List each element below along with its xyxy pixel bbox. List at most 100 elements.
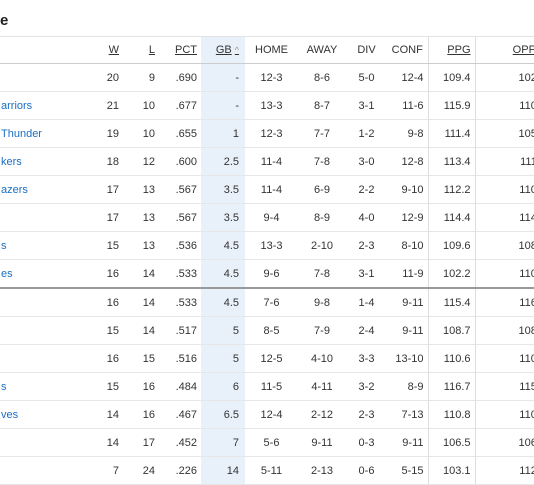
column-header[interactable]: HOME xyxy=(245,36,298,64)
stat-cell: 16 xyxy=(95,288,123,317)
team-name[interactable]: s xyxy=(0,231,95,260)
stat-cell: 11-4 xyxy=(245,175,298,204)
stat-cell: 5-6 xyxy=(245,428,298,457)
stat-cell: 15 xyxy=(95,231,123,260)
stat-cell: 7-8 xyxy=(298,259,346,289)
stat-cell: 12-5 xyxy=(245,344,298,373)
stat-cell: - xyxy=(201,63,245,92)
stat-cell: 2-12 xyxy=(298,400,346,429)
stat-cell: 14 xyxy=(123,259,159,289)
stat-cell: 1-4 xyxy=(346,288,387,317)
column-header[interactable]: CONF xyxy=(387,36,428,64)
stat-cell: .517 xyxy=(159,316,201,345)
team-name xyxy=(0,456,95,485)
stat-cell: 16 xyxy=(123,400,159,429)
stat-cell: 105.0 xyxy=(474,119,534,148)
stat-cell: 3-1 xyxy=(346,259,387,289)
stat-cell: 13-3 xyxy=(245,91,298,120)
stat-cell: 12-4 xyxy=(245,400,298,429)
column-header[interactable]: PPG xyxy=(427,36,475,64)
stat-cell: 7-6 xyxy=(245,288,298,317)
stat-cell: 3-3 xyxy=(346,344,387,373)
stat-cell: 21 xyxy=(95,91,123,120)
stat-cell: .533 xyxy=(159,259,201,289)
stat-cell: 8-5 xyxy=(245,316,298,345)
stat-cell: .226 xyxy=(159,456,201,485)
stat-cell: 5-0 xyxy=(346,63,387,92)
stat-cell: 115.4 xyxy=(427,288,475,317)
stat-cell: 16 xyxy=(95,344,123,373)
stat-cell: - xyxy=(201,91,245,120)
stat-cell: .452 xyxy=(159,428,201,457)
stat-cell: 110.6 xyxy=(427,344,475,373)
stat-cell: 7 xyxy=(201,428,245,457)
stat-cell: 9 xyxy=(123,63,159,92)
team-name xyxy=(0,316,95,345)
column-header[interactable]: OPP PPG xyxy=(474,36,534,64)
column-header[interactable]: GB ^ xyxy=(201,36,245,64)
stat-cell: 6.5 xyxy=(201,400,245,429)
team-name[interactable]: es xyxy=(0,259,95,289)
column-header[interactable]: AWAY xyxy=(298,36,346,64)
stat-cell: 110.8 xyxy=(427,400,475,429)
stat-cell: 108.1 xyxy=(474,231,534,260)
stat-cell: 109.4 xyxy=(427,63,475,92)
stat-cell: 0-6 xyxy=(346,456,387,485)
column-header-label: L xyxy=(148,44,155,56)
column-header[interactable]: PCT xyxy=(159,36,201,64)
team-name[interactable]: Thunder xyxy=(0,119,95,148)
stat-cell: 20 xyxy=(95,63,123,92)
stat-cell: 3-1 xyxy=(346,91,387,120)
stat-cell: 16 xyxy=(123,372,159,401)
team-name[interactable]: s xyxy=(0,372,95,401)
stat-cell: 7-13 xyxy=(387,400,428,429)
stat-cell: 4.5 xyxy=(201,288,245,317)
stat-cell: 13 xyxy=(123,203,159,232)
stat-cell: 2-10 xyxy=(298,231,346,260)
column-header[interactable]: W xyxy=(95,36,123,64)
stat-cell: .536 xyxy=(159,231,201,260)
team-name[interactable]: azers xyxy=(0,175,95,204)
stat-cell: .467 xyxy=(159,400,201,429)
stat-cell: 7 xyxy=(95,456,123,485)
stat-cell: 111.0 xyxy=(474,147,534,176)
team-name[interactable]: ves xyxy=(0,400,95,429)
column-header[interactable]: DIV xyxy=(346,36,387,64)
stat-cell: 111.4 xyxy=(427,119,475,148)
stat-cell: 110.5 xyxy=(474,259,534,289)
stat-cell: 9-6 xyxy=(245,259,298,289)
stat-cell: 116.7 xyxy=(427,372,475,401)
stat-cell: 10 xyxy=(123,91,159,120)
stat-cell: .567 xyxy=(159,175,201,204)
stat-cell: 1 xyxy=(201,119,245,148)
stat-cell: 6 xyxy=(201,372,245,401)
column-header-label: PPG xyxy=(447,44,471,56)
stat-cell: 2-13 xyxy=(298,456,346,485)
stat-cell: 8-9 xyxy=(298,203,346,232)
stat-cell: 14 xyxy=(95,428,123,457)
stat-cell: 110.5 xyxy=(474,344,534,373)
stat-cell: 115.9 xyxy=(427,91,475,120)
stat-cell: 19 xyxy=(95,119,123,148)
stat-cell: 0-3 xyxy=(346,428,387,457)
team-name[interactable]: kers xyxy=(0,147,95,176)
sort-caret: ^ xyxy=(234,45,239,55)
stat-cell: 15 xyxy=(123,344,159,373)
stat-cell: 3.5 xyxy=(201,203,245,232)
team-name xyxy=(0,63,95,92)
stat-cell: 9-10 xyxy=(387,175,428,204)
stat-cell: 15 xyxy=(95,316,123,345)
stat-cell: 112.0 xyxy=(474,456,534,485)
stat-cell: 8-7 xyxy=(298,91,346,120)
stat-cell: 2-3 xyxy=(346,400,387,429)
column-header-label: HOME xyxy=(255,44,288,56)
stat-cell: 4-11 xyxy=(298,372,346,401)
column-header[interactable]: L xyxy=(123,36,159,64)
stat-cell: .677 xyxy=(159,91,201,120)
stat-cell: 11-6 xyxy=(387,91,428,120)
team-name[interactable]: arriors xyxy=(0,91,95,120)
